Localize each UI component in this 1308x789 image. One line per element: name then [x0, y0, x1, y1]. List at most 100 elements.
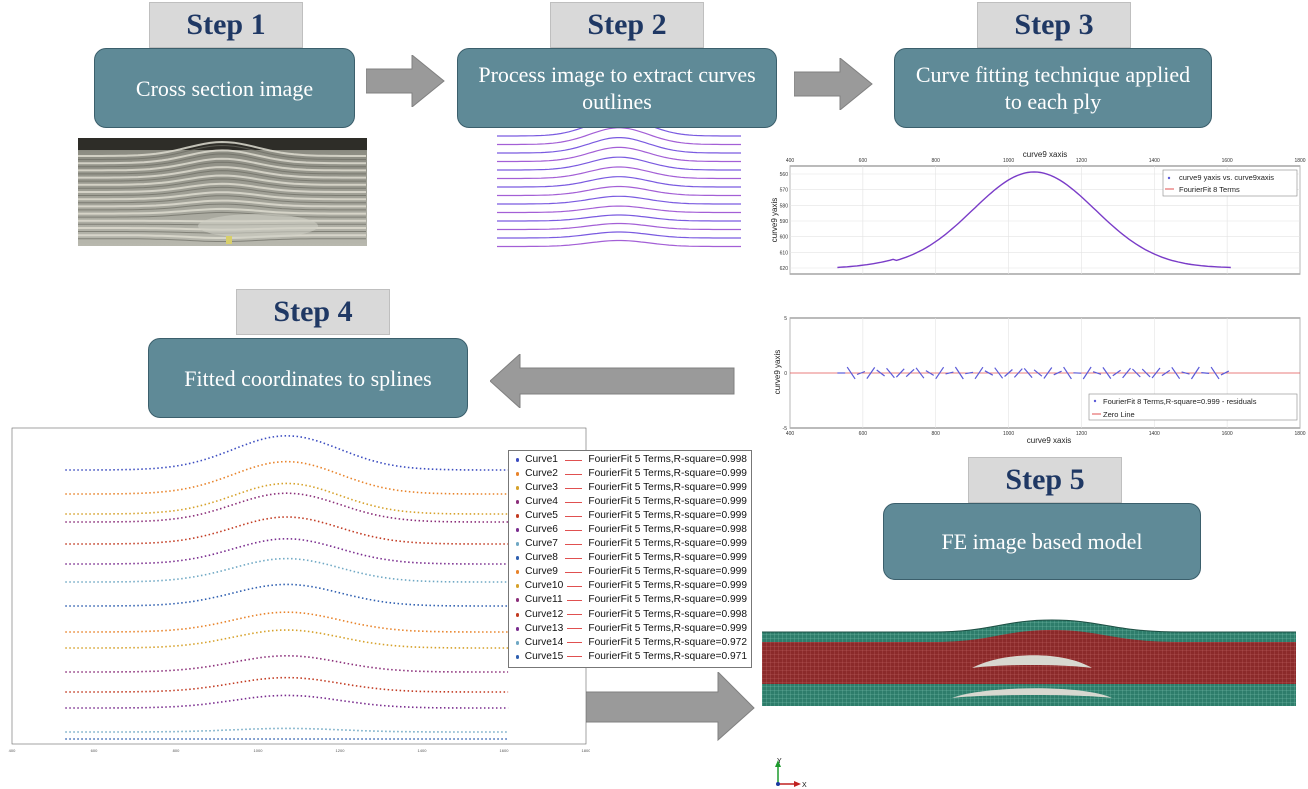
- extracted-curve: [497, 239, 741, 248]
- fit-plot-ylabel: curve9 yaxis: [770, 198, 779, 242]
- res-xtick: 1400: [1149, 431, 1160, 437]
- spline-legend-row: Curve8 FourierFit 5 Terms,R-square=0.999: [513, 551, 747, 565]
- residual-segment: [1220, 370, 1230, 376]
- legend-fit-line: [565, 571, 583, 573]
- residual-segment: [984, 370, 994, 376]
- residual-segment: [1023, 368, 1033, 378]
- fit-xtick: 1400: [1149, 158, 1160, 164]
- legend-fit-text: FourierFit 5 Terms,R-square=0.999: [588, 594, 747, 606]
- legend-fit-text: FourierFit 5 Terms,R-square=0.998: [588, 608, 747, 620]
- legend-fit-line: [566, 599, 583, 601]
- legend-fit-text: FourierFit 5 Terms,R-square=0.999: [588, 496, 747, 508]
- residual-segment: [994, 367, 1004, 379]
- extracted-curves: [497, 128, 741, 248]
- legend-fit-line: [565, 543, 583, 545]
- residual-segment: [1151, 367, 1161, 379]
- spl-xtick: 800: [173, 748, 180, 753]
- res-xtick: 800: [932, 431, 941, 437]
- legend-fit-line: [565, 501, 583, 503]
- legend-curve-name: Curve4: [525, 496, 558, 508]
- legend-marker-icon: [516, 626, 519, 631]
- fit-plot: curve9 xaxis curve9 yaxis 400 600 800 1000 1…: [770, 150, 1306, 275]
- legend-fit-text: FourierFit 5 Terms,R-square=0.999: [588, 482, 747, 494]
- extracted-curve: [497, 128, 741, 137]
- residual-segment: [886, 367, 895, 379]
- spline-curve: [65, 482, 509, 515]
- res-xtick: 400: [786, 431, 795, 437]
- residual-segment: [1132, 368, 1141, 378]
- axis-triad: Y X: [775, 758, 807, 788]
- res-ytick: 0: [784, 371, 787, 377]
- legend-fit-line: [565, 515, 583, 517]
- step5-box: FE image based model: [883, 503, 1201, 580]
- residual-segment: [895, 368, 905, 378]
- fit-xtick: 1600: [1222, 158, 1233, 164]
- spl-xtick: 1400: [418, 748, 428, 753]
- spl-xtick: 400: [9, 748, 16, 753]
- residual-segment: [1201, 372, 1210, 374]
- legend-fit-text: FourierFit 5 Terms,R-square=0.999: [588, 580, 747, 592]
- res-xtick: 1800: [1294, 431, 1305, 437]
- legend-fit-text: FourierFit 5 Terms,R-square=0.998: [588, 454, 747, 465]
- fit-legend-fit: FourierFit 8 Terms: [1179, 185, 1240, 194]
- residual-segment: [1210, 366, 1220, 380]
- fit-ytick: 580: [780, 203, 789, 209]
- legend-fit-line: [565, 473, 583, 475]
- legend-fit-line: [567, 585, 583, 587]
- extracted-curve: [497, 185, 741, 197]
- residual-segment: [1043, 367, 1053, 379]
- legend-marker-icon: [516, 458, 520, 463]
- spline-legend-row: Curve4 FourierFit 5 Terms,R-square=0.999: [513, 495, 747, 509]
- spline-legend-row: Curve7 FourierFit 5 Terms,R-square=0.999: [513, 537, 747, 551]
- residual-segment: [866, 367, 876, 379]
- legend-fit-line: [565, 459, 583, 461]
- legend-marker-icon: [516, 528, 520, 533]
- splines-legend: Curve1 FourierFit 5 Terms,R-square=0.998 C…: [508, 450, 752, 668]
- residual-segment: [876, 369, 885, 377]
- legend-fit-text: FourierFit 5 Terms,R-square=0.999: [588, 552, 747, 564]
- fit-plot-title: curve9 xaxis: [1023, 150, 1067, 159]
- spl-xtick: 1600: [500, 748, 510, 753]
- spline-curve: [65, 557, 509, 583]
- extracted-curve: [497, 128, 741, 146]
- legend-marker-icon: [516, 514, 520, 519]
- spline-curve: [65, 492, 509, 523]
- step3-label: Step 3: [977, 2, 1131, 48]
- spline-curve: [65, 583, 509, 607]
- arrow-step3-to-step4: [490, 354, 735, 408]
- spline-curve: [65, 727, 509, 733]
- residual-segment: [1013, 368, 1023, 378]
- residual-segment: [1092, 371, 1102, 375]
- legend-curve-name: Curve12: [524, 608, 564, 620]
- arrow-step1-to-step2: [366, 55, 445, 107]
- spline-legend-row: Curve12 FourierFit 5 Terms,R-square=0.998: [513, 608, 747, 622]
- fit-ytick: 620: [780, 266, 789, 272]
- step2-label: Step 2: [550, 2, 704, 48]
- residual-segment: [1190, 366, 1200, 380]
- spline-curve: [65, 460, 509, 495]
- legend-fit-text: FourierFit 5 Terms,R-square=0.972: [588, 636, 747, 648]
- spline-curve: [65, 611, 509, 633]
- step4-label: Step 4: [236, 289, 390, 335]
- spline-curve: [65, 537, 509, 565]
- res-xtick: 1600: [1222, 431, 1233, 437]
- axis-triad-x: X: [802, 782, 807, 788]
- res-plot-ylabel: curve9 yaxis: [773, 350, 782, 394]
- spline-legend-row: Curve15 FourierFit 5 Terms,R-square=0.971: [513, 650, 747, 664]
- legend-marker-icon: [516, 570, 520, 575]
- residual-segment: [915, 367, 925, 379]
- legend-curve-name: Curve7: [525, 538, 558, 550]
- legend-fit-text: FourierFit 5 Terms,R-square=0.971: [588, 650, 747, 662]
- legend-fit-line: [567, 656, 583, 658]
- fit-xtick: 1800: [1294, 158, 1305, 164]
- spline-legend-row: Curve5 FourierFit 5 Terms,R-square=0.999: [513, 509, 747, 523]
- res-ytick: -5: [783, 426, 788, 432]
- legend-fit-line: [567, 614, 583, 616]
- spline-legend-row: Curve1 FourierFit 5 Terms,R-square=0.998: [513, 453, 747, 467]
- step5-label: Step 5: [968, 457, 1122, 503]
- extracted-curve: [497, 166, 741, 180]
- fit-xtick: 1200: [1076, 158, 1087, 164]
- spline-legend-row: Curve2 FourierFit 5 Terms,R-square=0.999: [513, 467, 747, 481]
- legend-curve-name: Curve13: [524, 622, 564, 634]
- extracted-curve: [497, 214, 741, 222]
